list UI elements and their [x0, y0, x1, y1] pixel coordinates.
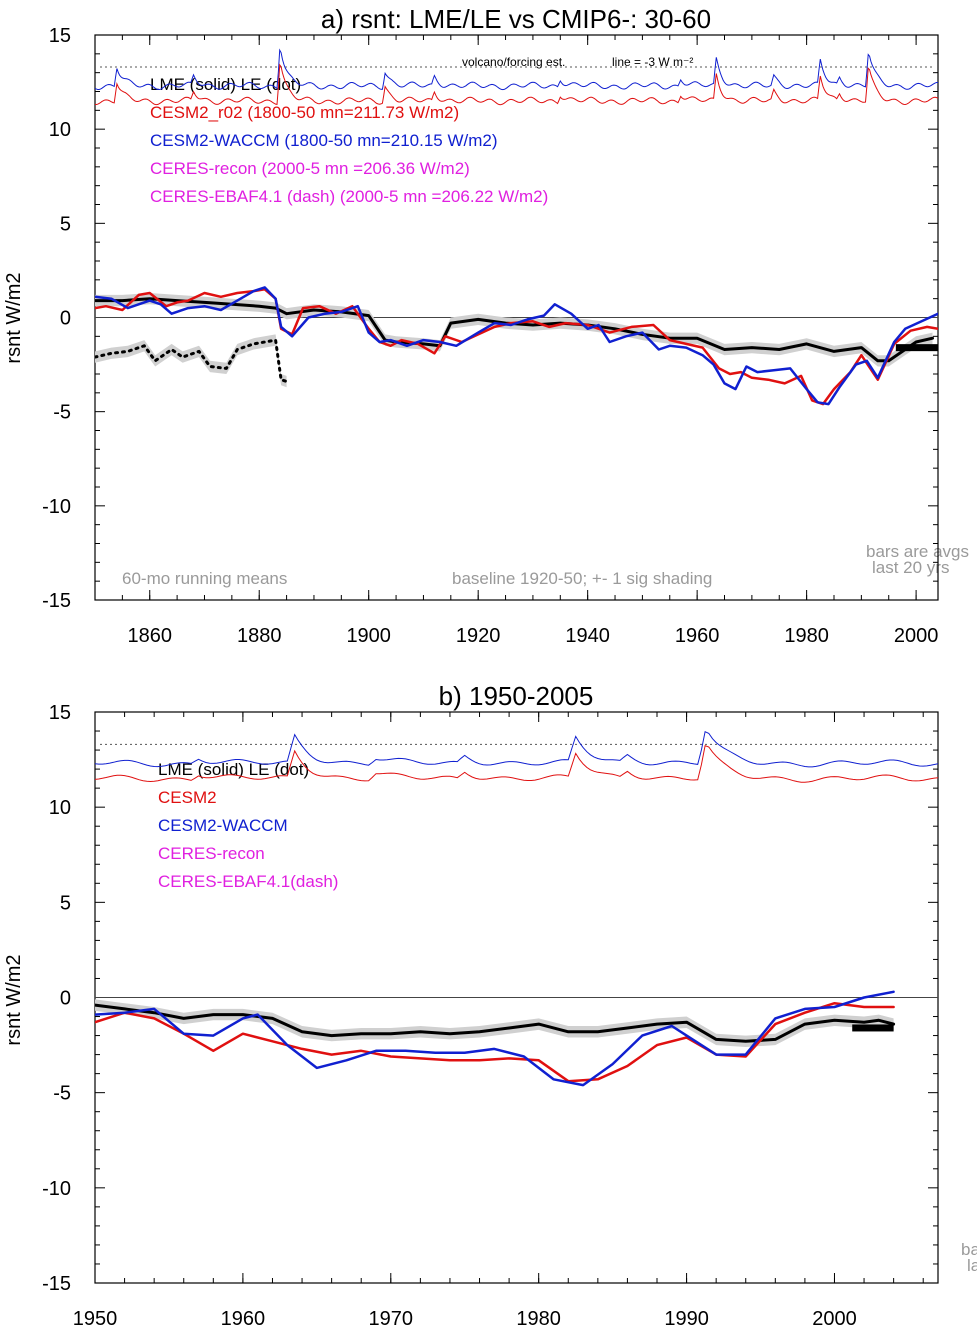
- panel-b-legend-waccm: CESM2-WACCM: [158, 816, 288, 835]
- panel-a-legend-ceres-ebaf: CERES-EBAF4.1 (dash) (2000-5 mn =206.22 …: [150, 187, 548, 206]
- panel-a-series-cesm2-waccm: [95, 286, 938, 406]
- panel-a-xtick-label: 1860: [127, 625, 172, 647]
- panel-a-ytick-label: -15: [42, 590, 71, 612]
- panel-a-xtick-label: 1920: [456, 625, 501, 647]
- panel-a-legend-waccm: CESM2-WACCM (1800-50 mn=210.15 W/m2): [150, 131, 498, 150]
- panel-b-forcing-line-cesm2: [95, 745, 938, 783]
- panel-a-volcano-note: volcano/forcing est.: [462, 55, 565, 69]
- panel-b-ytick-label: 5: [60, 892, 71, 914]
- panel-b-bars-note-clipped: ba: [961, 1240, 977, 1259]
- panel-a-xtick-label: 1880: [237, 625, 282, 647]
- panel-a-xtick-label: 1940: [565, 625, 610, 647]
- panel-b-xtick-label: 1970: [369, 1308, 414, 1325]
- panel-a-ytick-label: -5: [53, 402, 71, 424]
- panel-b-ytick-label: -5: [53, 1083, 71, 1105]
- panel-a-line-note: line = -3 W m⁻²: [612, 55, 693, 69]
- panel-b-series-cesm2-waccm: [95, 990, 895, 1087]
- panel-b-ytick-label: 15: [49, 702, 71, 724]
- panel-a-legend-lme-le: LME (solid) LE (dot): [150, 75, 301, 94]
- panel-a-forcing-line-cesm2: [95, 63, 938, 106]
- panel-a-xtick-label: 1900: [346, 625, 391, 647]
- panel-b-ytick-label: -10: [42, 1178, 71, 1200]
- panel-a-last20-note: last 20 yrs: [872, 558, 949, 577]
- panel-a-legend-ceres-recon: CERES-recon (2000-5 mn =206.36 W/m2): [150, 159, 470, 178]
- panel-a-xtick-label: 1980: [784, 625, 829, 647]
- panel-b-legend-ceres-ebaf: CERES-EBAF4.1(dash): [158, 872, 338, 891]
- panel-b-series-lme-solid: [95, 1003, 896, 1043]
- panel-b-xtick-label: 1990: [664, 1308, 709, 1325]
- panel-b-legend-cesm2: CESM2: [158, 788, 217, 807]
- panel-b-ytick-label: 10: [49, 797, 71, 819]
- panel-b-last20-note-clipped: la: [967, 1256, 977, 1275]
- panel-b-series-cesm2: [95, 1001, 895, 1083]
- panel-b-legend-lme-le: LME (solid) LE (dot): [158, 760, 309, 779]
- panel-b-title: b) 1950-2005: [439, 681, 594, 711]
- panel-a-avg-bar-0: [895, 344, 938, 352]
- panel-a-ylabel: rsnt W/m2: [3, 272, 25, 363]
- panel-a-ytick-label: 5: [60, 213, 71, 235]
- panel-b-ytick-label: 0: [60, 988, 71, 1010]
- panel-a-xtick-label: 2000: [894, 625, 939, 647]
- panel-a-baseline-note: baseline 1920-50; +- 1 sig shading: [452, 569, 712, 588]
- panel-b-xtick-label: 1950: [73, 1308, 118, 1325]
- panel-b-plot-area: [95, 730, 938, 1087]
- panel-a-plot: 15 10 5 0 -5 -10 -15 1860 1880 1900 1920 1940 1960 19…: [42, 25, 939, 647]
- panel-a-plot-area: [95, 48, 938, 406]
- panel-b-xtick-label: 2000: [812, 1308, 857, 1325]
- panel-a-ytick-label: 15: [49, 25, 71, 47]
- panel-a-xtick-label: 1960: [675, 625, 720, 647]
- panel-a-bars-note: bars are avgs: [866, 542, 969, 561]
- panel-a-series-lme-solid: [95, 297, 934, 363]
- panel-a-title: a) rsnt: LME/LE vs CMIP6-: 30-60: [321, 4, 711, 34]
- panel-b-xtick-label: 1980: [516, 1308, 561, 1325]
- panel-b-legend-ceres-recon: CERES-recon: [158, 844, 265, 863]
- panel-b-xtick-label: 1960: [221, 1308, 266, 1325]
- panel-b-ylabel: rsnt W/m2: [3, 954, 25, 1045]
- panel-b-forcing-line-waccm: [95, 730, 938, 768]
- panel-a-forcing-line-waccm: [95, 48, 938, 91]
- panel-b-ytick-label: -15: [42, 1273, 71, 1295]
- panel-a-legend-cesm2: CESM2_r02 (1800-50 mn=211.73 W/m2): [150, 103, 459, 122]
- panel-a-ytick-label: -10: [42, 496, 71, 518]
- panel-a-ytick-label: 10: [49, 119, 71, 141]
- panel-b-avg-bar-0: [852, 1024, 894, 1032]
- panel-a-running-means-note: 60-mo running means: [122, 569, 287, 588]
- panel-a-ytick-label: 0: [60, 308, 71, 330]
- panel-a-series-le-dot: [95, 338, 289, 383]
